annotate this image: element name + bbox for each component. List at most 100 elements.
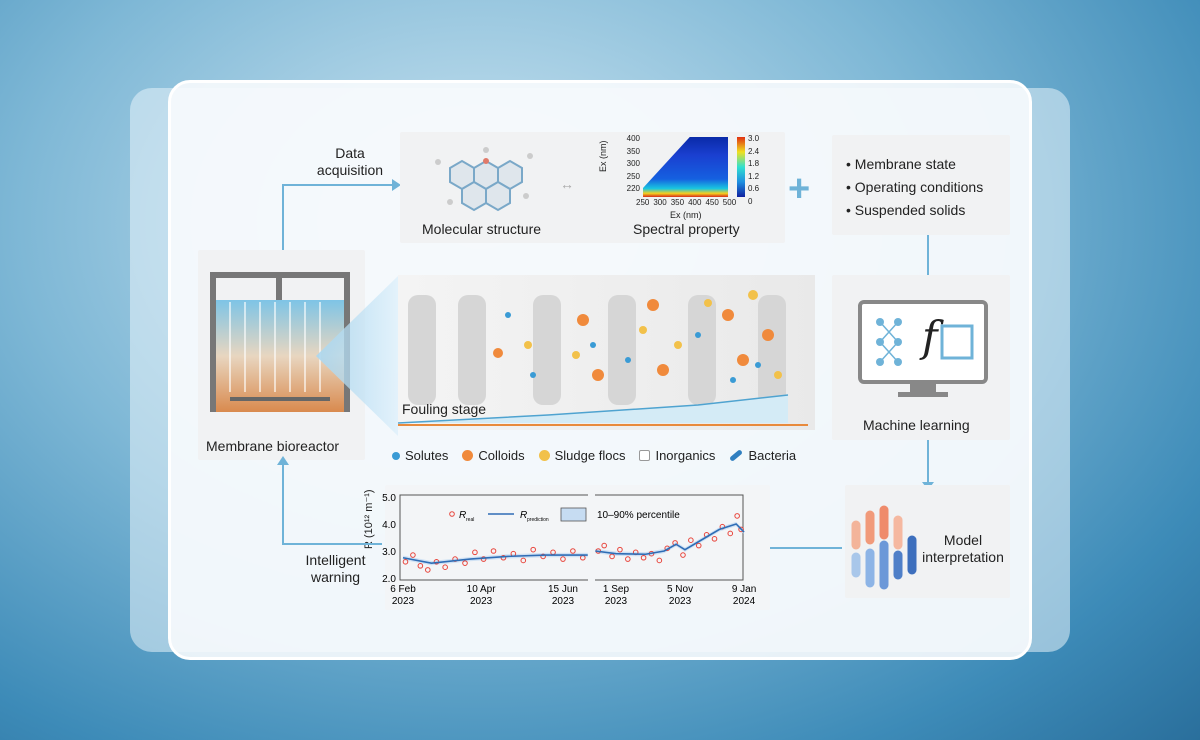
legend-real-sub: real: [466, 517, 474, 523]
real-data-point: [425, 567, 431, 573]
real-data-point: [442, 564, 448, 571]
feature-importance-icon: [851, 505, 917, 590]
y-tick-label: 3.0: [382, 547, 396, 558]
x-tick-label: 5 Nov: [667, 584, 693, 595]
legend-colloids: Colloids: [462, 448, 525, 463]
x-tick: 300: [653, 198, 667, 207]
features-box: • Membrane state • Operating conditions …: [832, 135, 1010, 235]
arrowhead: [277, 456, 289, 465]
y-tick: 400: [626, 134, 640, 143]
legend-real-marker: [449, 511, 455, 517]
x-tick: 450: [705, 198, 719, 207]
real-data-point: [540, 553, 546, 560]
model-interpretation-label: Model interpretation: [922, 532, 1004, 565]
real-data-point: [570, 548, 576, 554]
real-data-point: [500, 554, 507, 561]
percentile-band: [403, 552, 588, 566]
colorbar-tick: 1.8: [748, 159, 760, 168]
arrowhead: [392, 179, 401, 191]
real-data-point: [560, 556, 566, 562]
real-data-point: [480, 556, 487, 562]
resistance-chart-box: [385, 485, 770, 610]
fouling-panel: [398, 275, 815, 430]
real-data-point: [601, 542, 607, 549]
intelligent-warning-label: Intelligent warning: [305, 552, 366, 585]
real-data-point: [417, 563, 424, 569]
x-tick-label: 9 Jan: [732, 584, 756, 595]
real-data-point: [410, 552, 416, 558]
feature-item: • Membrane state: [846, 156, 956, 172]
legend-real-label: R: [459, 510, 466, 521]
molecular-structure-label: Molecular structure: [422, 221, 542, 237]
colorbar: [737, 137, 745, 197]
inorganic-icon: [639, 450, 651, 461]
plus-icon: +: [788, 168, 811, 210]
colloid-icon: [462, 450, 474, 461]
arrow-left: [762, 547, 842, 549]
real-data-point: [727, 530, 734, 537]
x-tick: 350: [670, 198, 685, 207]
y-tick: 250: [626, 171, 640, 181]
arrow-down: [927, 235, 929, 290]
real-data-point: [695, 542, 702, 549]
spectral-xlabel: Ex (nm): [670, 210, 702, 220]
colorbar-tick: 3.0: [748, 134, 760, 143]
x-tick-label: 1 Sep: [603, 584, 630, 595]
real-data-point: [462, 560, 468, 566]
function-symbol: f: [922, 312, 938, 361]
legend-prediction-label: R: [520, 510, 527, 521]
real-data-point: [640, 554, 647, 561]
real-data-point: [738, 526, 744, 533]
membrane-bioreactor-label: Membrane bioreactor: [206, 438, 340, 454]
real-data-point: [680, 552, 686, 558]
computer-icon: [858, 300, 988, 397]
x-tick-label: 10 Apr: [467, 584, 497, 595]
axis-break: [588, 490, 595, 585]
real-data-point: [490, 548, 497, 554]
real-data-point: [734, 513, 740, 519]
real-data-point: [688, 537, 694, 544]
arrow-up: [282, 185, 284, 250]
real-data-point: [609, 553, 615, 560]
y-tick-label: 4.0: [382, 520, 396, 531]
x-tick-label: 2023: [669, 596, 692, 607]
x-tick: 250: [636, 198, 650, 207]
colorbar-tick: 0.6: [748, 184, 760, 193]
x-tick-label: 2023: [392, 596, 415, 607]
real-data-point: [656, 557, 663, 564]
x-tick-label: 2023: [605, 596, 628, 607]
arrow-right: [282, 184, 394, 186]
spectral-property-label: Spectral property: [633, 221, 740, 237]
colorbar-tick: 0: [748, 196, 753, 206]
sludge-floc-icon: [538, 450, 550, 461]
real-data-point: [617, 546, 623, 553]
membrane-pores-illustration: [398, 290, 808, 426]
colorbar-tick: 1.2: [748, 171, 760, 181]
y-tick-label: 5.0: [382, 493, 396, 504]
real-data-point: [625, 556, 631, 562]
arrow-down: [927, 440, 929, 485]
real-data-point: [402, 559, 409, 565]
feature-item: • Suspended solids: [846, 202, 966, 218]
feature-item: • Operating conditions: [846, 179, 984, 195]
legend-sludge-flocs: Sludge flocs: [538, 448, 625, 463]
real-data-point: [711, 536, 718, 542]
colorbar-tick: 2.4: [748, 146, 760, 156]
y-tick: 350: [626, 146, 640, 156]
legend-inorganics: Inorganics: [639, 448, 715, 463]
prediction-line: [402, 554, 588, 564]
x-tick-label: 2023: [552, 596, 575, 607]
legend-solutes: Solutes: [392, 448, 448, 463]
double-arrow-icon: ↔: [560, 176, 574, 192]
x-tick-label: 6 Feb: [390, 584, 416, 595]
prediction-line: [595, 523, 745, 556]
legend-band-swatch: [560, 507, 587, 522]
legend-band-label: 10–90% percentile: [597, 510, 680, 521]
x-tick-label: 15 Jun: [548, 584, 578, 595]
plot-frame: [399, 494, 744, 581]
molecule-icon: [435, 147, 533, 212]
real-data-point: [472, 549, 478, 556]
x-tick: 400: [688, 198, 702, 207]
x-tick-label: 2024: [733, 596, 756, 607]
